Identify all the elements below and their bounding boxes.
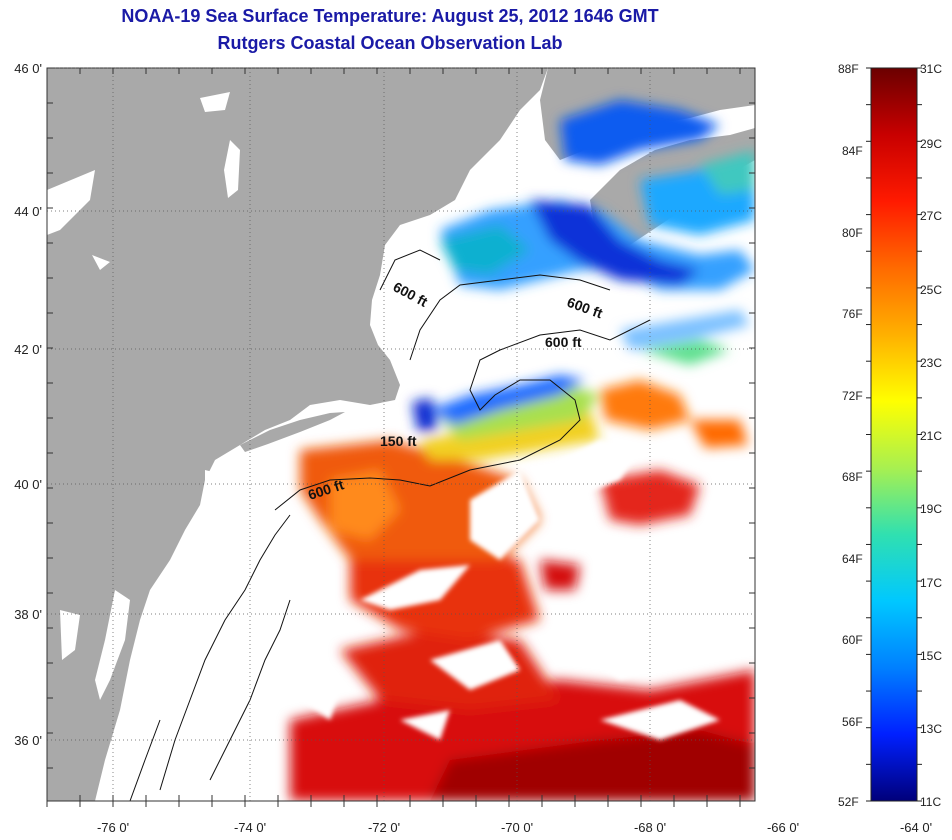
colorbar-ticks — [866, 67, 922, 802]
c-label: 27C — [920, 209, 943, 223]
f-label: 60F — [842, 633, 863, 647]
lon-label: -70 0' — [501, 820, 533, 835]
c-label: 29C — [920, 137, 943, 151]
lat-label: 44 0' — [14, 204, 42, 219]
f-label: 52F — [838, 795, 859, 809]
lon-label: -68 0' — [634, 820, 666, 835]
lon-label: -64 0' — [900, 820, 932, 835]
f-label: 68F — [842, 470, 863, 484]
c-label: 19C — [920, 502, 943, 516]
c-label: 13C — [920, 722, 943, 736]
latitude-labels: 46 0' 44 0' 42 0' 40 0' 38 0' 36 0' — [14, 61, 42, 748]
f-label: 88F — [838, 62, 859, 76]
lat-label: 40 0' — [14, 477, 42, 492]
depth-contours — [129, 249, 651, 801]
lat-label: 36 0' — [14, 733, 42, 748]
f-label: 76F — [842, 307, 863, 321]
f-label: 80F — [842, 226, 863, 240]
c-label: 15C — [920, 649, 943, 663]
c-label: 31C — [920, 62, 943, 76]
f-label: 72F — [842, 389, 863, 403]
land-mass — [47, 68, 548, 801]
c-label: 11C — [920, 795, 942, 809]
c-label: 17C — [920, 576, 943, 590]
f-label: 84F — [842, 144, 863, 158]
lon-label: -72 0' — [368, 820, 400, 835]
f-label: 56F — [842, 715, 863, 729]
depth-label: 600 ft — [391, 279, 431, 310]
c-label: 21C — [920, 429, 943, 443]
f-label: 64F — [842, 552, 863, 566]
lat-label: 42 0' — [14, 342, 42, 357]
long-island-land — [240, 412, 345, 452]
colorbar — [870, 67, 918, 802]
c-label: 25C — [920, 283, 943, 297]
lon-label: -76 0' — [97, 820, 129, 835]
lon-label: -74 0' — [234, 820, 266, 835]
cloud-cover — [300, 440, 755, 740]
lat-label: 46 0' — [14, 61, 42, 76]
lon-label: -66 0' — [767, 820, 799, 835]
lat-label: 38 0' — [14, 607, 42, 622]
depth-label: 600 ft — [565, 294, 605, 322]
map-title: NOAA-19 Sea Surface Temperature: August … — [121, 6, 659, 26]
longitude-labels: -76 0' -74 0' -72 0' -70 0' -68 0' -66 0… — [97, 820, 932, 835]
depth-label: 150 ft — [380, 433, 417, 449]
map-frame — [46, 67, 756, 802]
depth-label: 600 ft — [545, 334, 582, 350]
c-label: 23C — [920, 356, 943, 370]
map-subtitle: Rutgers Coastal Ocean Observation Lab — [217, 33, 563, 53]
axis-ticks — [46, 67, 755, 807]
